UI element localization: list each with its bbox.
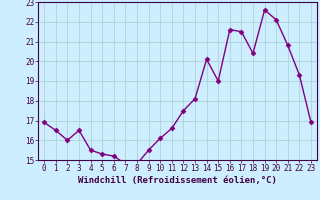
X-axis label: Windchill (Refroidissement éolien,°C): Windchill (Refroidissement éolien,°C) <box>78 176 277 185</box>
